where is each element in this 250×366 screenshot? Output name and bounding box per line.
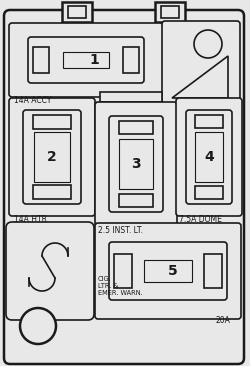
FancyBboxPatch shape — [23, 110, 81, 204]
Bar — [114, 254, 132, 288]
Bar — [33, 47, 49, 73]
Text: 5: 5 — [168, 264, 178, 278]
Bar — [33, 185, 71, 199]
Bar — [119, 139, 153, 189]
Circle shape — [20, 308, 56, 344]
Bar — [144, 260, 192, 282]
FancyBboxPatch shape — [176, 98, 242, 216]
Text: 2.5 INST. LT.: 2.5 INST. LT. — [98, 226, 143, 235]
Bar — [62, 2, 92, 22]
Bar — [119, 121, 153, 134]
Text: 7.5A DOME: 7.5A DOME — [179, 215, 222, 224]
FancyBboxPatch shape — [109, 242, 227, 300]
FancyBboxPatch shape — [28, 37, 144, 83]
Bar — [195, 132, 223, 182]
Bar — [63, 52, 109, 68]
Bar — [68, 6, 86, 18]
Text: 20A: 20A — [215, 316, 230, 325]
Text: CIG.
LTR. &
EMER. WARN.: CIG. LTR. & EMER. WARN. — [98, 276, 143, 296]
FancyBboxPatch shape — [109, 116, 163, 212]
Text: 1: 1 — [89, 53, 99, 67]
Text: 3: 3 — [131, 157, 141, 171]
Bar — [204, 254, 222, 288]
FancyBboxPatch shape — [95, 102, 177, 226]
FancyBboxPatch shape — [9, 98, 95, 216]
Text: 14A HTR: 14A HTR — [14, 215, 47, 224]
Bar — [161, 6, 179, 18]
Polygon shape — [172, 56, 228, 98]
Bar — [194, 115, 224, 128]
FancyBboxPatch shape — [9, 23, 163, 97]
Bar — [123, 47, 139, 73]
Bar — [119, 194, 153, 207]
FancyBboxPatch shape — [95, 223, 241, 319]
Bar — [100, 92, 162, 102]
FancyBboxPatch shape — [186, 110, 232, 204]
Text: 2: 2 — [47, 150, 57, 164]
FancyBboxPatch shape — [162, 21, 240, 109]
Text: 4: 4 — [204, 150, 214, 164]
Text: 14A ACCY: 14A ACCY — [14, 96, 52, 105]
FancyBboxPatch shape — [4, 10, 244, 364]
Bar — [34, 132, 70, 182]
Bar — [194, 186, 224, 199]
Circle shape — [194, 30, 222, 58]
Bar — [155, 2, 185, 22]
Bar — [33, 115, 71, 129]
FancyBboxPatch shape — [6, 222, 94, 320]
